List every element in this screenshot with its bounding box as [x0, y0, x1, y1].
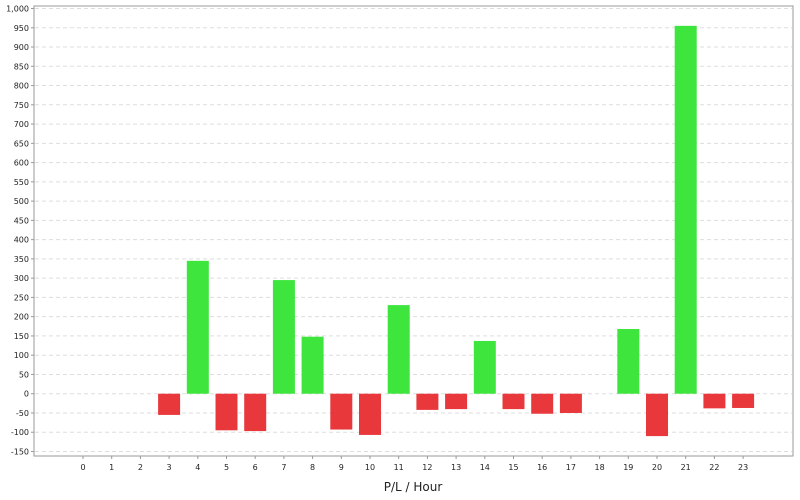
- x-tick-label: 13: [451, 463, 461, 472]
- x-tick-label: 9: [339, 463, 344, 472]
- bar-hour-9: [330, 393, 353, 430]
- bar-hour-3: [158, 393, 181, 415]
- bar-hour-19: [617, 329, 640, 394]
- plot-area: [33, 5, 794, 457]
- x-tick-label: 20: [652, 463, 662, 472]
- x-tick-label: 18: [595, 463, 605, 472]
- x-axis-ticks: 0 1 2 3 4 5 6 7 8 9 10 11 12 13 14 15 16 17 18 19 20 21 22 23: [80, 456, 748, 472]
- x-axis-title: P/L / Hour: [384, 480, 443, 494]
- y-tick-label: 900: [14, 43, 29, 52]
- bar-hour-22: [703, 393, 726, 409]
- y-tick-label: -50: [16, 409, 29, 418]
- x-tick-label: 8: [310, 463, 315, 472]
- bar-hour-15: [502, 393, 525, 410]
- x-tick-label: 7: [281, 463, 286, 472]
- bar-hour-16: [531, 393, 554, 414]
- x-tick-label: 15: [508, 463, 518, 472]
- y-tick-label: 250: [14, 293, 29, 302]
- y-tick-label: 750: [14, 101, 29, 110]
- y-tick-label: 0: [24, 390, 29, 399]
- bar-hour-7: [272, 280, 295, 394]
- y-tick-label: 500: [14, 197, 29, 206]
- y-tick-label: -150: [11, 448, 29, 457]
- bar-hour-10: [359, 393, 381, 435]
- y-tick-label: 800: [14, 82, 29, 91]
- x-tick-label: 10: [365, 463, 375, 472]
- x-tick-label: 12: [422, 463, 432, 472]
- bar-hour-21: [674, 25, 697, 394]
- x-tick-label: 5: [224, 463, 229, 472]
- x-tick-label: 23: [738, 463, 748, 472]
- bar-hour-17: [559, 393, 582, 413]
- y-tick-label: 450: [14, 216, 29, 225]
- x-tick-label: 19: [623, 463, 633, 472]
- bar-hour-11: [387, 305, 410, 394]
- x-tick-label: 0: [80, 463, 85, 472]
- bar-hour-13: [445, 393, 468, 410]
- y-tick-label: 50: [19, 370, 29, 379]
- x-tick-label: 16: [537, 463, 547, 472]
- y-axis-ticks: 1,00095090085080075070065060055050045040…: [6, 5, 34, 457]
- bar-hour-14: [473, 340, 496, 394]
- y-tick-label: 950: [14, 24, 29, 33]
- y-tick-label: 700: [14, 120, 29, 129]
- x-tick-label: 17: [566, 463, 576, 472]
- bar-hour-23: [732, 393, 755, 408]
- y-tick-label: 200: [14, 313, 29, 322]
- y-tick-label: 850: [14, 62, 29, 71]
- bar-hour-20: [646, 393, 668, 437]
- x-tick-label: 3: [167, 463, 172, 472]
- y-tick-label: 650: [14, 139, 29, 148]
- x-tick-label: 22: [709, 463, 719, 472]
- y-tick-label: 300: [14, 274, 29, 283]
- x-tick-label: 11: [394, 463, 404, 472]
- bar-hour-5: [215, 393, 238, 431]
- y-tick-label: 150: [14, 332, 29, 341]
- y-tick-label: 100: [14, 351, 29, 360]
- bar-hour-12: [416, 393, 439, 410]
- bar-hour-6: [244, 393, 267, 432]
- y-tick-label: 1,000: [6, 5, 29, 14]
- y-tick-label: 350: [14, 255, 29, 264]
- x-tick-label: 4: [195, 463, 200, 472]
- bar-hour-8: [301, 336, 324, 394]
- y-tick-label: 400: [14, 236, 29, 245]
- x-tick-label: 1: [109, 463, 114, 472]
- x-tick-label: 2: [138, 463, 143, 472]
- bar-hour-4: [186, 260, 209, 394]
- x-tick-label: 21: [681, 463, 691, 472]
- y-tick-label: 600: [14, 159, 29, 168]
- y-tick-label: 550: [14, 178, 29, 187]
- y-tick-label: -100: [11, 428, 29, 437]
- x-tick-label: 14: [480, 463, 490, 472]
- x-tick-label: 6: [253, 463, 258, 472]
- bars: [158, 25, 755, 437]
